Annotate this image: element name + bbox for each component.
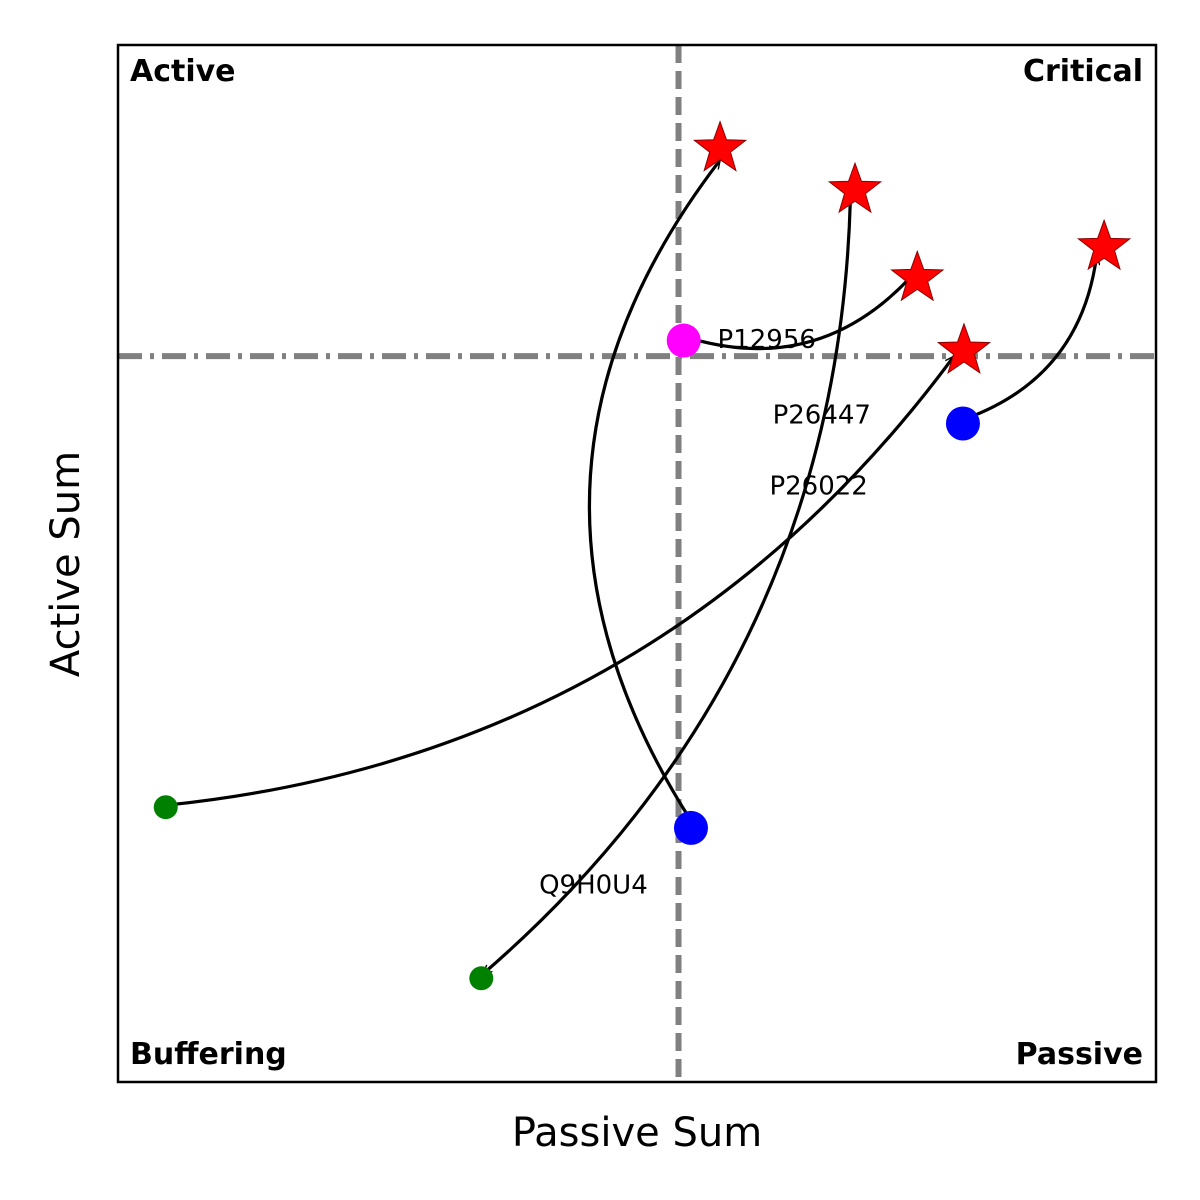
- data-point-star: [1077, 218, 1132, 271]
- transition-arrow: [691, 279, 908, 351]
- x-axis-title: Passive Sum: [512, 1110, 762, 1156]
- data-point-circle: [666, 323, 701, 358]
- data-point-circle: [469, 966, 494, 991]
- plot-frame: [116, 43, 1158, 1084]
- data-point-star: [936, 322, 992, 374]
- transition-arrow: [484, 199, 852, 973]
- annotation-label: Q9H0U4: [539, 871, 648, 901]
- data-point-star: [692, 120, 748, 172]
- quadrant-label-bottom-right: Passive: [1016, 1037, 1143, 1072]
- annotation-label: P12956: [718, 325, 816, 355]
- quadrant-label-bottom-left: Buffering: [130, 1037, 287, 1072]
- points-layer: [153, 120, 1132, 991]
- transition-arrow: [587, 161, 719, 823]
- transition-arrow: [966, 257, 1096, 420]
- annotations-layer: P12956 P26447 P26022 Q9H0U4: [539, 325, 871, 900]
- transition-arrow: [169, 357, 954, 807]
- quadrant-label-top-right: Critical: [1023, 54, 1143, 89]
- quadrant-label-top-left: Active: [130, 54, 236, 89]
- data-point-circle: [673, 810, 708, 845]
- data-point-star: [827, 161, 883, 214]
- annotation-label: P26022: [769, 471, 867, 501]
- arrows-layer: [169, 161, 1097, 974]
- data-point-star: [890, 249, 945, 302]
- data-point-circle: [153, 795, 178, 820]
- data-point-circle: [945, 406, 980, 441]
- annotation-label: P26447: [773, 401, 871, 431]
- y-axis-title: Active Sum: [43, 451, 89, 677]
